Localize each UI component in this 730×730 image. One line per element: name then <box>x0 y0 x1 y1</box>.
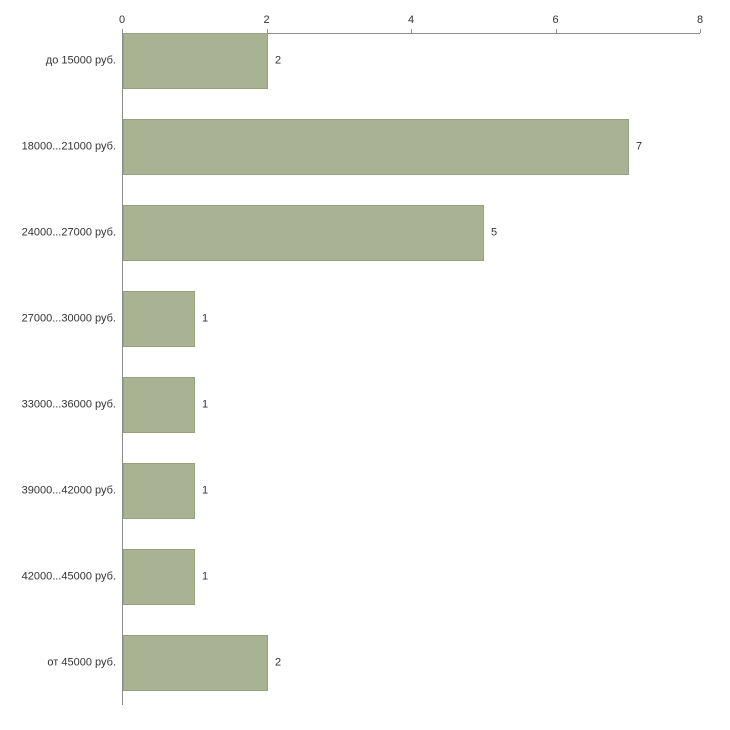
value-label: 7 <box>636 140 643 153</box>
bar <box>123 377 195 433</box>
category-label: до 15000 руб. <box>45 54 116 67</box>
value-label: 1 <box>202 570 209 583</box>
bar-row: 18000...21000 руб. 7 <box>0 119 730 175</box>
category-label: от 45000 руб. <box>47 656 116 669</box>
bar-row: 39000...42000 руб. 1 <box>0 463 730 519</box>
value-label: 1 <box>202 312 209 325</box>
x-tick-label: 2 <box>263 14 270 26</box>
y-axis-line <box>122 33 123 705</box>
bar-row: 33000...36000 руб. 1 <box>0 377 730 433</box>
bar <box>123 635 268 691</box>
x-tick-label: 8 <box>696 14 704 26</box>
category-label: 18000...21000 руб. <box>21 140 116 153</box>
category-label: 39000...42000 руб. <box>21 484 116 497</box>
value-label: 1 <box>202 484 209 497</box>
value-label: 2 <box>275 656 282 669</box>
x-tick-mark <box>700 29 701 33</box>
bar <box>123 291 195 347</box>
category-label: 42000...45000 руб. <box>21 570 116 583</box>
x-tick-mark <box>411 29 412 33</box>
x-tick-mark <box>555 29 557 33</box>
bar <box>123 119 629 175</box>
bar-row: до 15000 руб. 2 <box>0 33 730 89</box>
x-tick-label: 4 <box>407 14 415 26</box>
category-label: 33000...36000 руб. <box>21 398 116 411</box>
value-label: 5 <box>491 226 498 239</box>
category-label: 27000...30000 руб. <box>21 312 116 325</box>
bar <box>123 463 195 519</box>
x-tick-mark <box>266 29 268 33</box>
value-label: 1 <box>202 398 209 411</box>
bar-row: 24000...27000 руб. 5 <box>0 205 730 261</box>
value-label: 2 <box>275 54 282 67</box>
bar-row: 27000...30000 руб. 1 <box>0 291 730 347</box>
x-axis-line <box>122 33 700 34</box>
bar-row: 42000...45000 руб. 1 <box>0 549 730 605</box>
bar <box>123 33 268 89</box>
bar <box>123 205 484 261</box>
x-tick-label: 0 <box>118 14 126 26</box>
bar-row: от 45000 руб. 2 <box>0 635 730 691</box>
x-tick-label: 6 <box>552 14 559 26</box>
bar <box>123 549 195 605</box>
x-tick-mark <box>122 29 123 33</box>
category-label: 24000...27000 руб. <box>21 226 116 239</box>
